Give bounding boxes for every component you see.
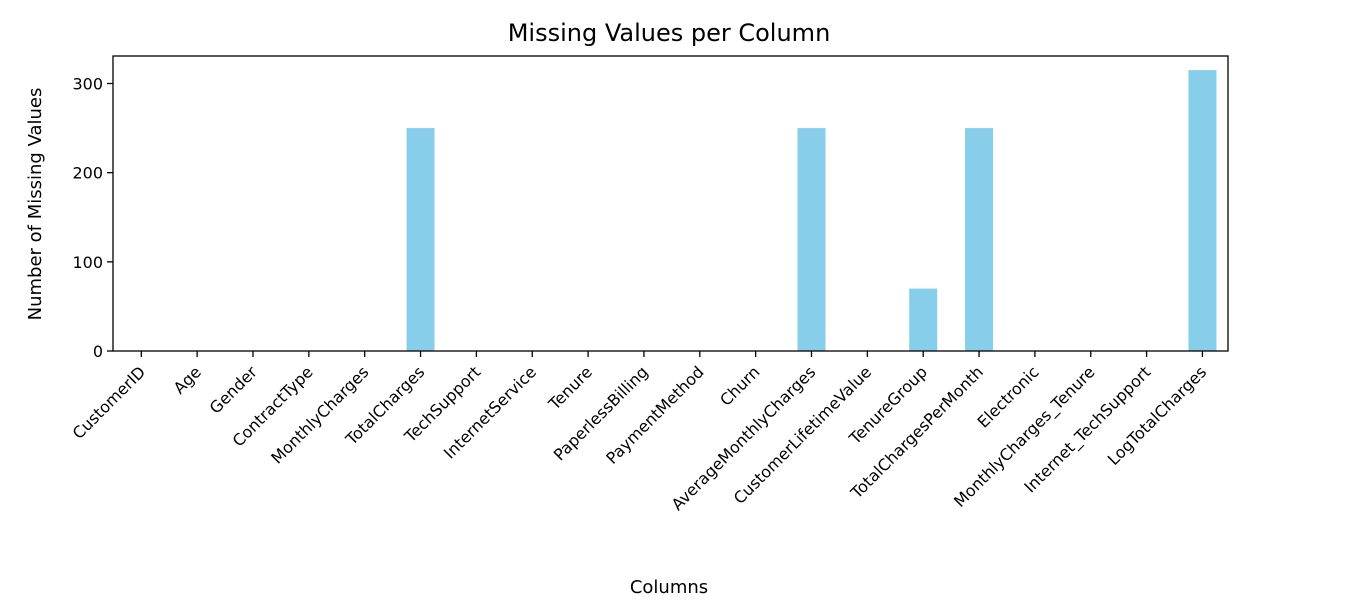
bar-TotalCharges: [406, 128, 435, 351]
y-tick-label: 100: [72, 253, 103, 272]
x-tick-label: MonthlyCharges: [267, 362, 372, 467]
x-axis-label: Columns: [630, 577, 708, 598]
x-tick-label: Churn: [716, 362, 763, 409]
bar-TotalChargesPerMonth: [965, 128, 994, 351]
x-tick-label: Gender: [206, 362, 261, 417]
x-tick-label: Tenure: [544, 362, 596, 414]
bar-LogTotalCharges: [1188, 70, 1217, 351]
y-axis-label: Number of Missing Values: [25, 88, 46, 321]
y-axis: 0 100 200 300: [72, 75, 113, 361]
chart-title: Missing Values per Column: [508, 19, 831, 47]
y-tick-label: 300: [72, 75, 103, 94]
bars-group: [406, 70, 1217, 351]
y-tick-label: 200: [72, 164, 103, 183]
x-tick-label: PaperlessBilling: [550, 362, 652, 464]
x-tick-label: Age: [170, 362, 205, 397]
x-tick-label: LogTotalCharges: [1104, 362, 1211, 469]
x-tick-label: PaymentMethod: [602, 362, 707, 467]
bar-AverageMonthlyCharges: [797, 128, 826, 351]
y-tick-label: 0: [93, 342, 103, 361]
x-tick-label: CustomerID: [69, 362, 149, 442]
plot-frame: [112, 55, 1229, 352]
x-axis: CustomerID Age GenderContractTypeMonthlyCh…: [69, 351, 1211, 514]
bar-TenureGroup: [909, 288, 938, 351]
